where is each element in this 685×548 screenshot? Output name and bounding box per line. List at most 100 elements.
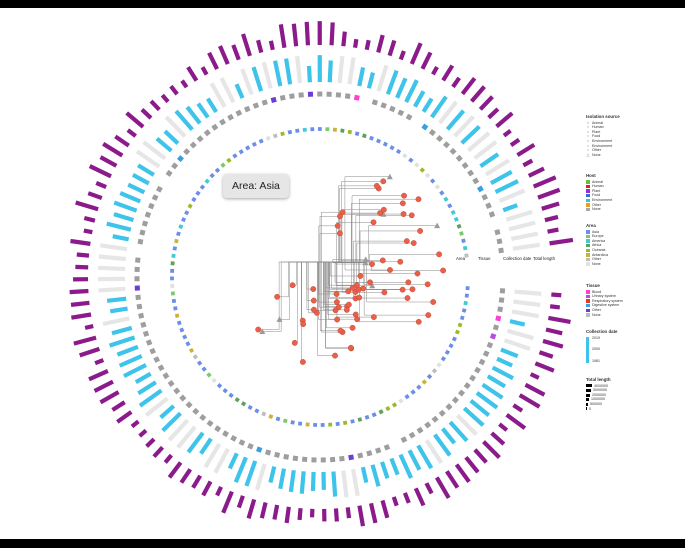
collection-date-bar	[268, 466, 277, 483]
area-cell	[436, 362, 442, 368]
legend-item: ○ Other	[586, 148, 620, 153]
tip-circle	[348, 344, 354, 351]
legend-item: Respiratory system	[586, 299, 623, 304]
tree-branch	[300, 198, 419, 263]
tissue-cell	[167, 379, 175, 387]
total-length-bar	[83, 228, 93, 235]
collection-date-tick: 2019	[592, 335, 600, 340]
area-cell	[402, 153, 408, 159]
area-cell	[184, 210, 190, 216]
tip-circle	[345, 288, 352, 295]
tissue-cell	[489, 333, 497, 340]
collection-date-bar	[455, 413, 478, 436]
area-cell	[287, 129, 293, 135]
tissue-cell	[375, 447, 382, 454]
collection-date-bar	[155, 136, 173, 153]
tissue-cell	[222, 430, 229, 438]
total-length-bar	[451, 76, 461, 89]
area-cell	[371, 412, 377, 418]
legend-items: Animal Human Plant Food Environment Other None	[586, 180, 612, 212]
collection-date-bar	[261, 61, 273, 89]
total-length-bar	[434, 476, 451, 500]
collection-date-bar	[438, 100, 458, 125]
legend-item: None	[586, 313, 623, 318]
tip-circle	[387, 267, 393, 273]
total-length-bar	[541, 201, 560, 211]
legend-item: Plant	[586, 189, 612, 194]
tissue-cell	[397, 109, 405, 117]
total-length-bar	[547, 227, 559, 234]
total-length-bar	[231, 44, 241, 61]
tissue-cell	[317, 91, 323, 97]
collection-date-bar	[111, 325, 133, 336]
tissue-cell	[289, 93, 295, 100]
collection-date-bar	[473, 140, 498, 160]
collection-date-bar	[174, 109, 194, 132]
legend-label: Other	[592, 202, 601, 207]
legend-item: Blood	[586, 290, 623, 295]
area-cell	[385, 405, 391, 412]
collection-date-bar	[503, 338, 531, 351]
tip-circle	[345, 301, 352, 308]
legend-label: Animal	[592, 179, 603, 184]
total-length-items: 4000000 3000000 2000000 1000000 500000 0	[586, 384, 611, 412]
tissue-cell	[488, 211, 496, 218]
tip-circle	[354, 316, 361, 323]
collection-date-bar	[219, 77, 236, 104]
tip-circle	[425, 312, 432, 319]
legend-swatch	[586, 203, 590, 207]
area-cell	[170, 261, 175, 266]
total-length-bar	[542, 338, 564, 349]
total-length-bar	[341, 31, 347, 47]
tip-circle	[403, 238, 410, 245]
legend-swatch	[586, 234, 590, 239]
total-length-bar	[116, 410, 133, 424]
tip-circle	[370, 314, 377, 320]
legend-item: Other	[586, 308, 623, 313]
tip-circle	[415, 318, 422, 325]
tissue-cell	[405, 113, 413, 121]
total-length-bar	[534, 361, 555, 373]
collection-date-bar	[203, 442, 222, 469]
total-length-bar	[522, 158, 534, 168]
legend-title: Collection date	[586, 329, 618, 334]
collection-date-bar	[360, 466, 369, 484]
legend-swatch	[586, 257, 590, 262]
collection-date-bar	[453, 115, 475, 138]
total-length-tick: 3000000	[593, 388, 607, 393]
total-length-bar	[191, 474, 203, 489]
collection-date-bar	[421, 97, 434, 113]
collection-date-bar	[199, 437, 213, 455]
tip-circle	[300, 359, 306, 365]
area-cell	[465, 286, 470, 291]
tissue-cell	[353, 94, 360, 101]
collection-date-bar	[138, 388, 163, 408]
tissue-cell	[138, 312, 145, 319]
tissue-cell	[486, 341, 494, 349]
legend-swatch	[586, 230, 590, 234]
area-cell	[297, 421, 303, 426]
star-icon: ☆	[586, 119, 590, 125]
tip-circle	[408, 212, 415, 219]
total-length-bar	[87, 191, 103, 201]
total-length-bar	[502, 128, 512, 138]
legend-item: Human	[586, 184, 612, 189]
area-cell	[364, 414, 370, 420]
tree-branch	[300, 242, 414, 263]
collection-date-bar	[144, 396, 169, 417]
circle-icon: ○	[586, 124, 590, 130]
total-length-bar	[284, 506, 291, 524]
legend-swatch	[586, 299, 590, 303]
area-cell	[342, 420, 348, 426]
legend-item: ○ Environment	[586, 143, 620, 149]
legend-host: Host Animal Human Plant Food Environment Othe…	[586, 173, 612, 212]
tissue-cell	[206, 419, 214, 427]
collection-date-bar	[116, 344, 139, 357]
tip-circle	[360, 285, 367, 292]
legend-item: Oceania	[586, 248, 608, 253]
area-cell	[398, 398, 404, 404]
tip-triangle	[386, 173, 393, 180]
collection-date-bar	[106, 296, 127, 303]
tissue-cell	[469, 374, 477, 382]
area-cell	[258, 138, 264, 144]
